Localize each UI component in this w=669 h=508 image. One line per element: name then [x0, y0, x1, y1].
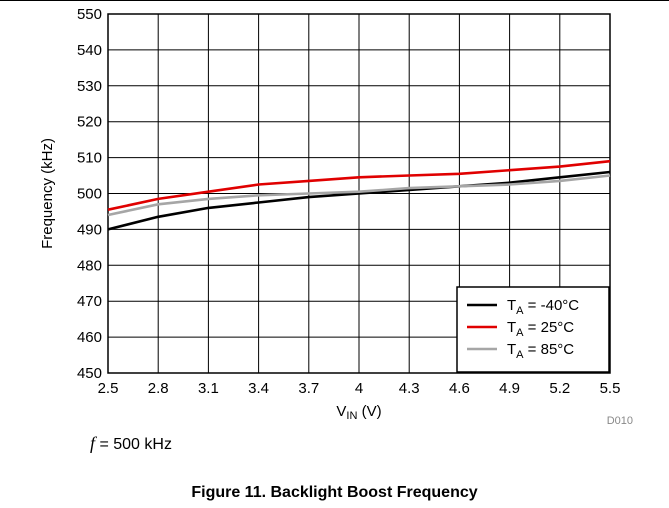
- x-tick-label: 4.9: [499, 380, 520, 397]
- legend-label-main: T: [507, 341, 516, 358]
- series-line-2: [107, 174, 611, 217]
- legend-label-main: T: [507, 297, 516, 314]
- y-tick-label: 530: [77, 78, 102, 95]
- x-tick-label: 4.3: [399, 380, 420, 397]
- y-tick-label: 470: [77, 293, 102, 310]
- series-line-0: [107, 170, 611, 231]
- y-tick-label: 480: [77, 257, 102, 274]
- x-tick-label: 3.7: [298, 380, 319, 397]
- legend-label-rest: = 25°C: [524, 319, 575, 336]
- x-tick-label: 5.5: [600, 380, 621, 397]
- legend: TA = -40°CTA = 25°CTA = 85°C: [456, 286, 610, 373]
- y-tick-labels: 450 460 470 480 490 500 510 520 530 540 550: [77, 6, 102, 382]
- x-tick-label: 4: [355, 380, 363, 397]
- doc-code: D010: [607, 415, 633, 425]
- y-tick-label: 500: [77, 186, 102, 203]
- x-tick-label: 4.6: [449, 380, 470, 397]
- legend-label-rest: = 85°C: [524, 341, 575, 358]
- x-axis-title-main: V: [336, 403, 346, 420]
- condition-symbol: f: [90, 433, 96, 453]
- legend-label-1: TA = 25°C: [507, 319, 574, 339]
- plot-frame: [107, 13, 611, 374]
- x-tick-label: 2.8: [148, 380, 169, 397]
- y-tick-label: 460: [77, 329, 102, 346]
- y-tick-label: 510: [77, 150, 102, 167]
- y-tick-label: 540: [77, 42, 102, 59]
- condition-note: f = 500 kHz: [90, 433, 172, 454]
- y-tick-label: 450: [77, 365, 102, 382]
- legend-label-main: T: [507, 319, 516, 336]
- y-tick-label: 550: [77, 6, 102, 23]
- legend-label-sub: A: [516, 327, 524, 339]
- legend-box: [456, 286, 610, 373]
- x-tick-label: 3.4: [248, 380, 269, 397]
- y-axis-title: Frequency (kHz): [39, 138, 56, 249]
- legend-label-sub: A: [516, 305, 524, 317]
- chart: 450 460 470 480 490 500 510 520 530 540 550 2.5 2.8…: [39, 6, 633, 425]
- y-tick-label: 520: [77, 114, 102, 131]
- top-rule: [0, 0, 669, 1]
- legend-label-sub: A: [516, 349, 524, 361]
- x-axis-title-sub: IN: [346, 410, 357, 422]
- x-tick-label: 2.5: [98, 380, 119, 397]
- legend-label-2: TA = 85°C: [507, 341, 574, 361]
- y-tick-label: 490: [77, 221, 102, 238]
- x-axis-title-unit: (V): [357, 403, 381, 420]
- x-axis-title: VIN (V): [336, 403, 381, 422]
- legend-label-rest: = -40°C: [524, 297, 580, 314]
- condition-text: = 500 kHz: [99, 436, 172, 453]
- x-tick-label: 3.1: [198, 380, 219, 397]
- figure-caption: Figure 11. Backlight Boost Frequency: [191, 484, 478, 501]
- series-lines: [107, 159, 611, 231]
- x-tick-labels: 2.5 2.8 3.1 3.4 3.7 4 4.3 4.6 4.9 5.2 5.5: [98, 380, 621, 397]
- x-tick-label: 5.2: [549, 380, 570, 397]
- series-line-1: [107, 159, 611, 211]
- legend-label-0: TA = -40°C: [507, 297, 579, 317]
